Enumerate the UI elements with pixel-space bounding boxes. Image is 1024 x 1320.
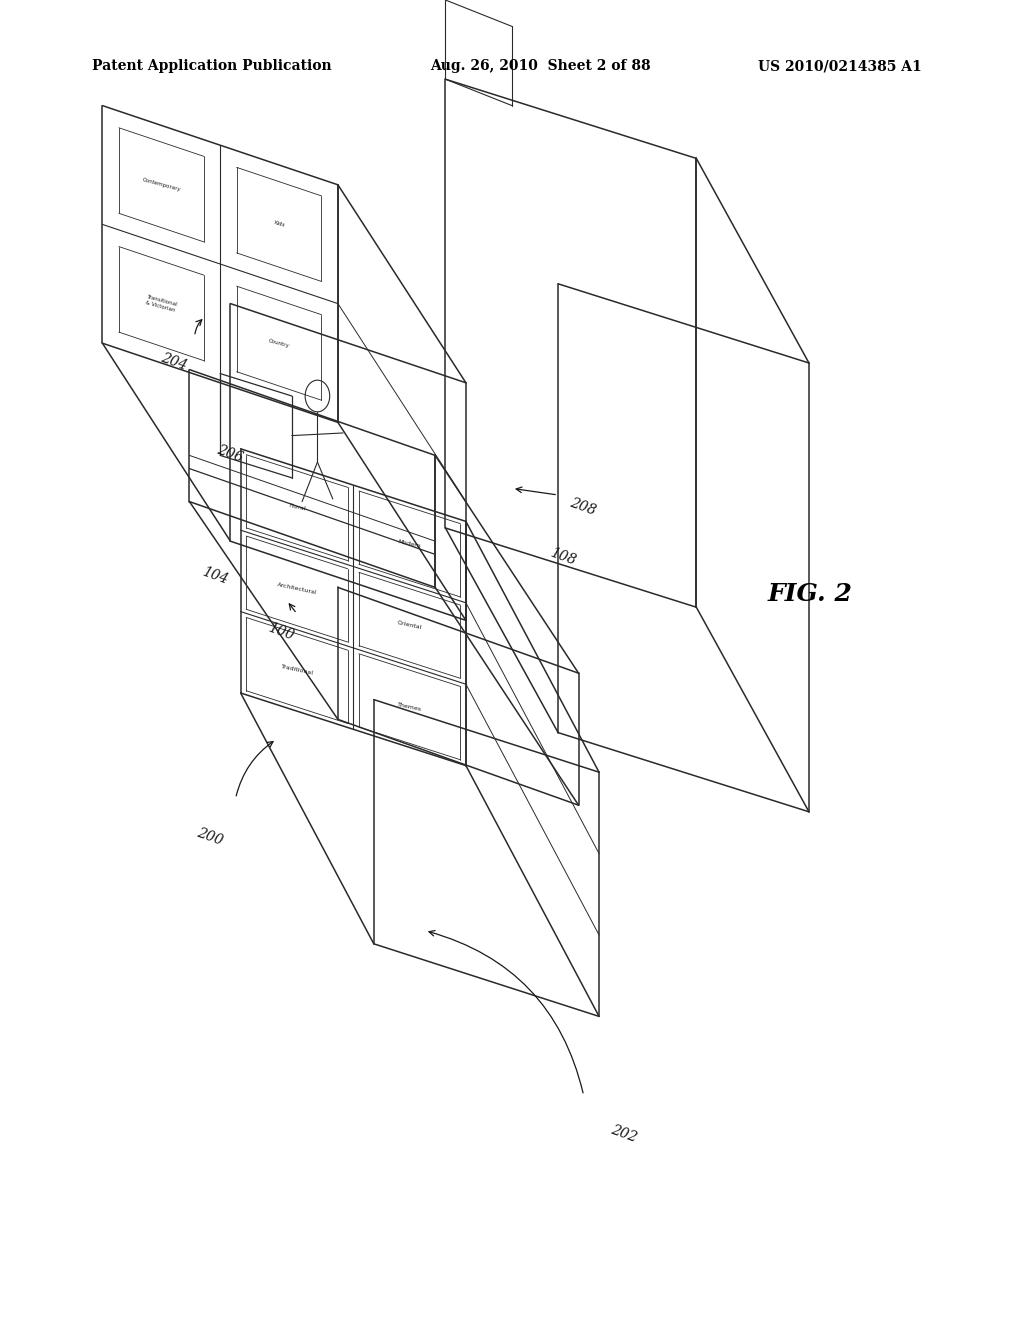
Text: 104: 104 [200,564,229,586]
Text: Kids: Kids [273,220,285,228]
Text: Architectural: Architectural [276,582,317,595]
Text: 100: 100 [266,620,296,643]
Text: Transitional
& Victorian: Transitional & Victorian [144,294,178,313]
Text: Oriental: Oriental [396,620,423,631]
Text: 108: 108 [548,545,578,568]
Text: 206: 206 [215,442,245,465]
Text: 204: 204 [159,350,188,372]
Text: Traditional: Traditional [281,664,313,676]
Text: Patent Application Publication: Patent Application Publication [92,59,332,74]
Text: Aug. 26, 2010  Sheet 2 of 88: Aug. 26, 2010 Sheet 2 of 88 [430,59,650,74]
Text: Modern: Modern [397,539,422,549]
Text: FIG. 2: FIG. 2 [768,582,853,606]
Text: US 2010/0214385 A1: US 2010/0214385 A1 [758,59,922,74]
Text: Floral: Floral [288,503,306,512]
Text: 202: 202 [609,1122,639,1144]
Text: Contemporary: Contemporary [141,177,181,193]
Text: 208: 208 [568,495,598,517]
Text: Themes: Themes [397,702,422,711]
Text: 200: 200 [195,825,224,847]
Text: Country: Country [268,338,290,348]
